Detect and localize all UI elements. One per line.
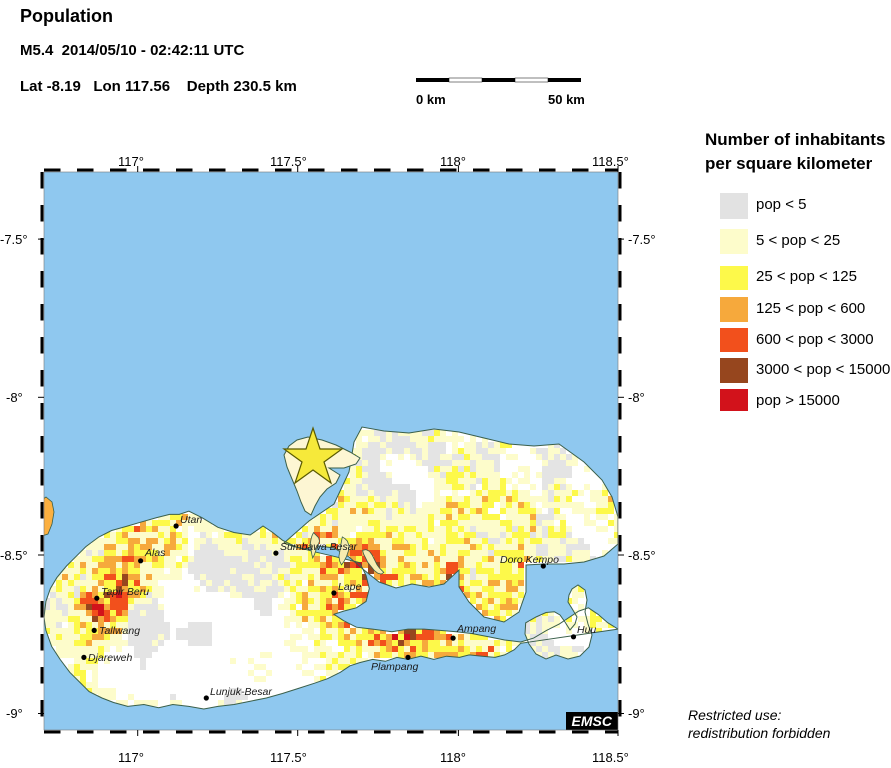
svg-text:Lape: Lape xyxy=(338,581,362,593)
svg-text:Tallwang: Tallwang xyxy=(99,625,140,637)
svg-text:Sumbawa Besar: Sumbawa Besar xyxy=(280,541,358,553)
svg-text:Tapir Beru: Tapir Beru xyxy=(101,586,149,598)
svg-text:Ampang: Ampang xyxy=(456,623,496,635)
svg-text:Djareweh: Djareweh xyxy=(88,652,133,664)
svg-text:Alas: Alas xyxy=(144,547,166,559)
svg-text:Plampang: Plampang xyxy=(371,661,418,673)
svg-text:Doro Kempo: Doro Kempo xyxy=(500,554,559,566)
svg-text:Huu: Huu xyxy=(577,624,596,636)
svg-text:Lunjuk-Besar: Lunjuk-Besar xyxy=(210,686,272,698)
svg-text:Utan: Utan xyxy=(180,514,202,526)
